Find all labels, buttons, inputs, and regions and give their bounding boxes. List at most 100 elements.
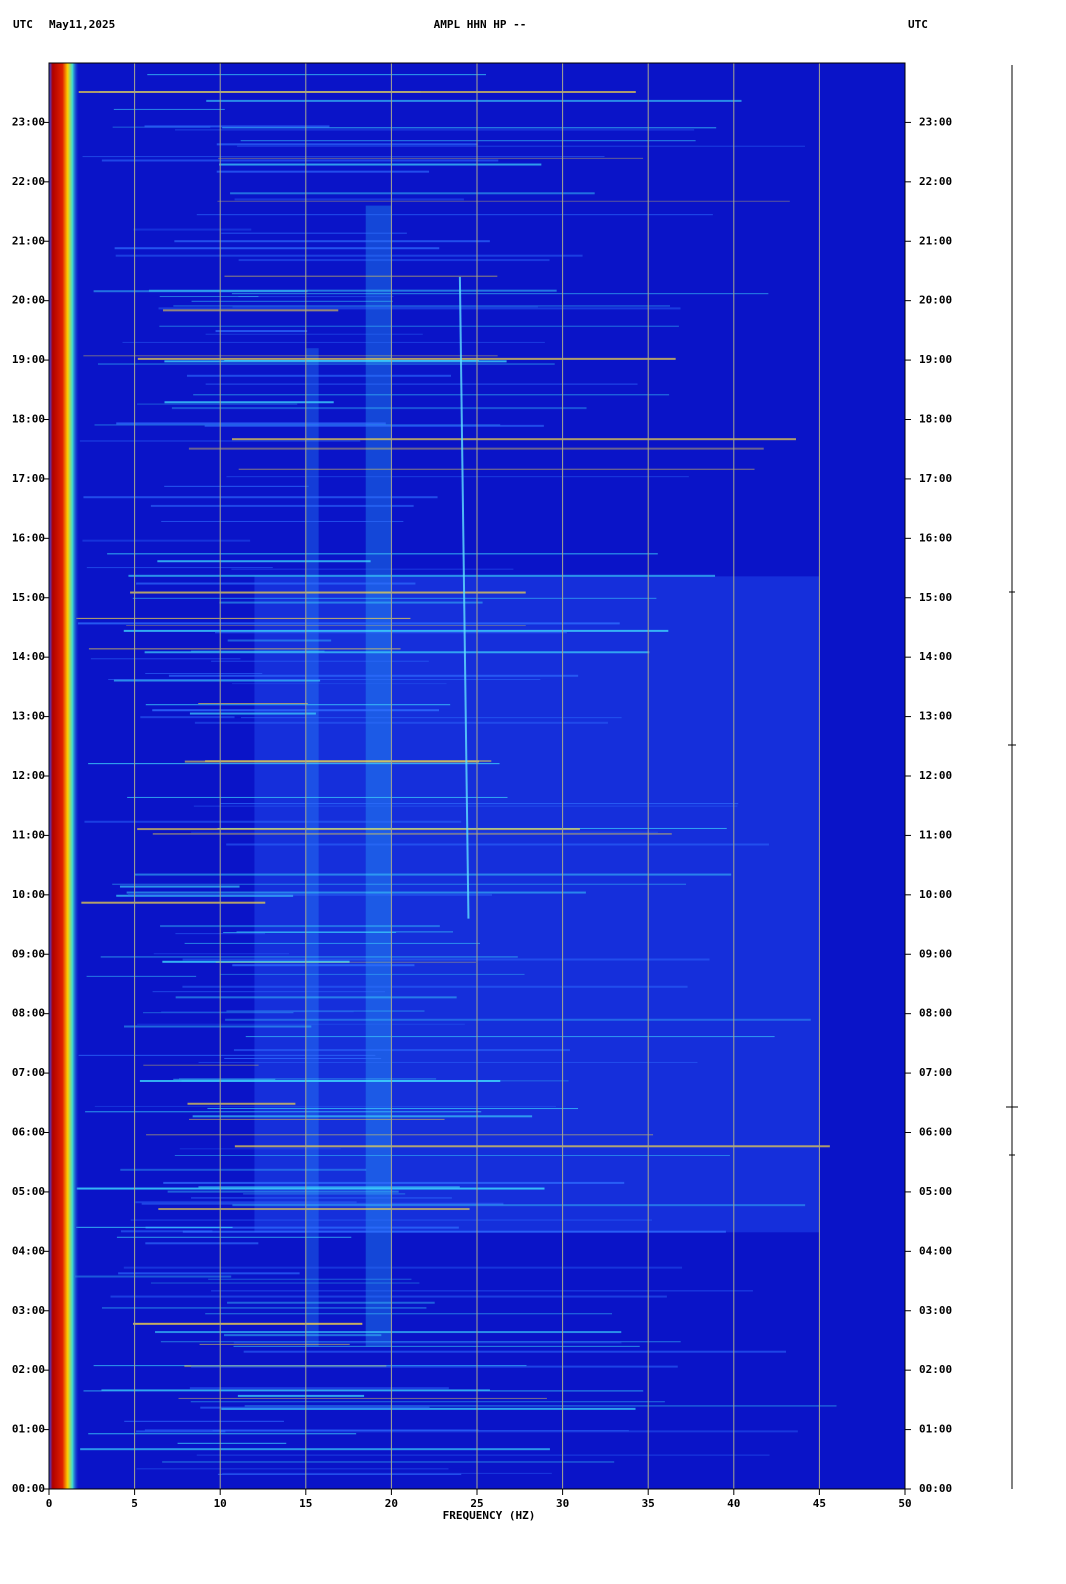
spectral-line	[238, 468, 755, 470]
x-axis-label: FREQUENCY (HZ)	[443, 1509, 536, 1522]
spectral-line	[155, 1331, 622, 1334]
y-tick-label-left: 11:00	[12, 828, 45, 841]
spectral-line	[123, 629, 669, 632]
spectral-line	[100, 956, 518, 958]
spectral-line	[191, 1365, 678, 1368]
y-tick-label-right: 02:00	[919, 1363, 952, 1376]
spectral-line	[76, 617, 411, 619]
spectral-line	[223, 1334, 382, 1337]
spectral-line	[114, 247, 440, 250]
spectral-line	[127, 796, 508, 798]
spectral-line	[136, 582, 416, 585]
spectral-line	[174, 1155, 730, 1157]
spectral-line	[158, 1208, 470, 1211]
spectral-line	[162, 960, 350, 963]
spectral-line	[184, 942, 481, 944]
y-tick-label-right: 13:00	[919, 710, 952, 723]
spectral-line	[193, 394, 670, 396]
spectral-line	[225, 1018, 811, 1021]
spectral-line	[93, 290, 308, 293]
spectral-line	[240, 717, 622, 719]
spectral-line	[158, 307, 681, 310]
y-tick-label-left: 20:00	[12, 294, 45, 307]
spectral-line	[88, 763, 500, 765]
spectral-line	[243, 1350, 787, 1353]
spectral-line	[118, 1272, 300, 1275]
spectral-line	[150, 504, 414, 507]
spectral-line	[128, 574, 716, 577]
spectral-line	[144, 651, 650, 654]
spectral-line	[224, 1057, 382, 1059]
y-tick-label-right: 06:00	[919, 1126, 952, 1139]
spectral-line	[83, 496, 438, 499]
spectral-line	[179, 1148, 341, 1150]
spectral-line	[122, 341, 545, 343]
spectral-line	[191, 1197, 452, 1199]
spectral-line	[204, 424, 544, 427]
y-tick-label-left: 23:00	[12, 115, 45, 128]
x-tick-label: 0	[46, 1497, 53, 1510]
spectral-line	[217, 200, 790, 202]
spectral-line	[137, 828, 580, 831]
spectral-line	[116, 894, 294, 897]
y-tick-label-right: 21:00	[919, 234, 952, 247]
spectral-line	[75, 1275, 232, 1278]
spectral-line	[137, 403, 298, 405]
spectral-line	[240, 140, 696, 142]
spectral-line	[191, 650, 325, 652]
spectral-line	[141, 1202, 504, 1205]
spectral-line	[234, 198, 464, 201]
spectral-line	[221, 1407, 636, 1410]
y-tick-label-right: 23:00	[919, 115, 952, 128]
spectral-line	[198, 1186, 460, 1188]
spectral-line	[230, 192, 595, 195]
spectral-line	[153, 953, 290, 955]
spectral-line	[205, 1313, 613, 1315]
spectral-line	[108, 678, 541, 680]
spectral-line	[133, 1322, 363, 1325]
spectral-line	[196, 1454, 770, 1456]
x-tick-label: 15	[299, 1497, 312, 1510]
y-tick-label-left: 12:00	[12, 769, 45, 782]
spectral-line	[152, 991, 386, 993]
y-tick-label-right: 00:00	[919, 1482, 952, 1495]
spectral-line	[226, 476, 689, 478]
y-tick-label-right: 18:00	[919, 413, 952, 426]
spectral-line	[205, 333, 423, 335]
y-tick-label-left: 18:00	[12, 413, 45, 426]
low-frequency-band	[49, 63, 79, 1489]
y-tick-label-left: 16:00	[12, 531, 45, 544]
spectral-line	[163, 1181, 625, 1184]
spectral-line	[144, 125, 330, 128]
spectral-line	[162, 1461, 615, 1463]
spectral-line	[224, 275, 498, 277]
spectral-line	[216, 143, 478, 146]
spectral-line	[160, 1341, 681, 1343]
spectral-line	[145, 704, 451, 706]
spectral-line	[232, 683, 447, 685]
spectral-line	[200, 1406, 430, 1409]
x-tick-label: 25	[470, 1497, 483, 1510]
spectral-line	[139, 1079, 501, 1082]
spectral-line	[137, 357, 676, 360]
timezone-right: UTC	[908, 18, 928, 31]
spectral-line	[152, 833, 672, 835]
y-tick-label-right: 15:00	[919, 591, 952, 604]
y-tick-label-left: 10:00	[12, 888, 45, 901]
y-tick-label-right: 08:00	[919, 1007, 952, 1020]
spectral-line	[232, 306, 538, 308]
spectral-line	[145, 1226, 459, 1229]
spectral-line	[217, 1473, 462, 1475]
y-tick-label-right: 19:00	[919, 353, 952, 366]
spectral-line	[143, 1064, 259, 1066]
y-tick-label-right: 11:00	[919, 828, 952, 841]
y-tick-label-right: 14:00	[919, 650, 952, 663]
spectral-line	[215, 961, 476, 963]
spectral-line	[120, 1230, 213, 1233]
spectral-line	[140, 716, 235, 719]
y-tick-label-left: 00:00	[12, 1482, 45, 1495]
spectral-line	[134, 873, 732, 876]
spectral-line	[130, 591, 526, 594]
spectral-line	[237, 1394, 365, 1397]
